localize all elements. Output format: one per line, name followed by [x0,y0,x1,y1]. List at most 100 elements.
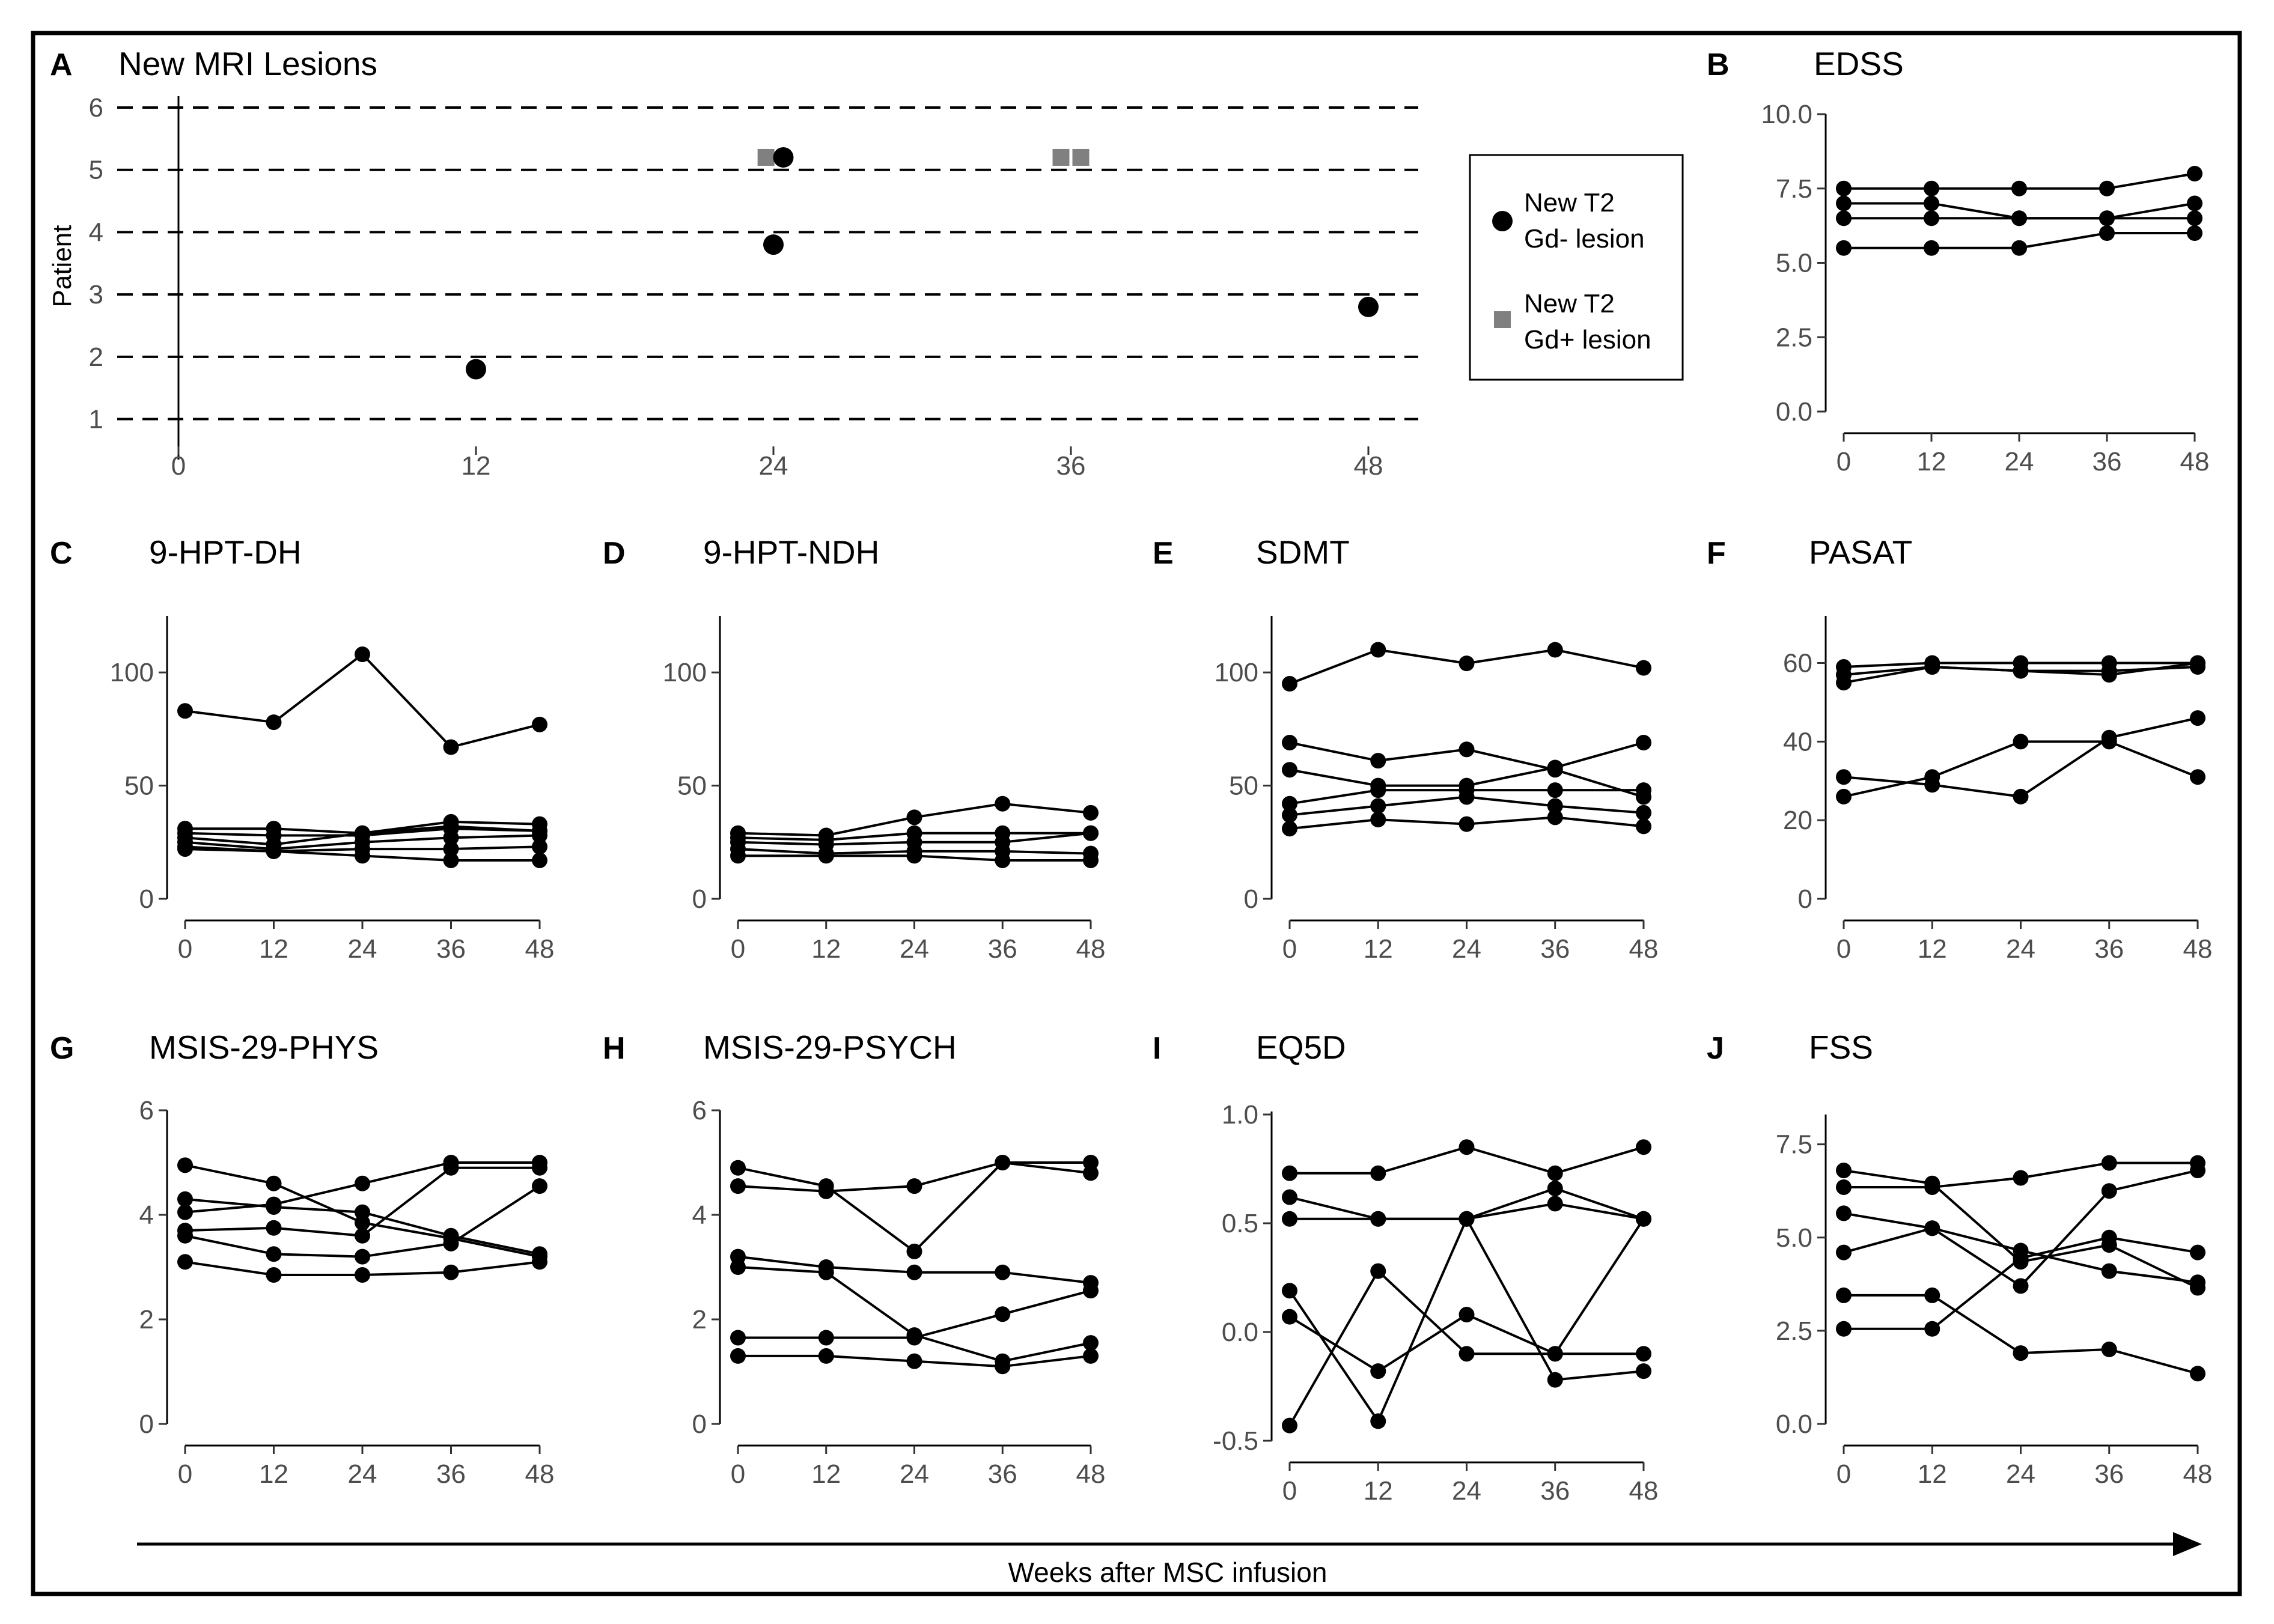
y-tick-label: 2.5 [1776,323,1812,352]
panel-letter-h: H [603,1031,626,1066]
y-axis-label: Patient [47,225,77,308]
data-point [1636,1139,1651,1155]
x-tick-label: 12 [1918,1459,1947,1489]
x-tick-label: 36 [988,934,1017,964]
panel-title-e: SDMT [1256,534,1350,571]
data-point [2190,1163,2205,1179]
data-point [995,795,1011,812]
x-tick-label: 36 [1540,1476,1570,1506]
x-tick-label: 0 [1837,1459,1851,1489]
x-tick-label: 36 [2094,1459,2124,1489]
data-point [2101,1229,2117,1245]
data-point [1083,1283,1099,1299]
y-tick-label: 40 [1783,727,1812,756]
y-tick-label: 3 [89,280,103,309]
data-point [1547,759,1563,776]
data-point [2013,1345,2029,1361]
y-tick-label: 5.0 [1776,249,1812,278]
data-point [1836,210,1852,227]
x-tick-label: 12 [1917,447,1946,476]
x-tick-label: 0 [731,934,745,964]
data-point [818,1183,834,1199]
data-point [995,1155,1011,1170]
y-tick-label: 6 [89,93,103,123]
data-point [266,1220,282,1236]
x-tick-label: 24 [2006,934,2035,964]
data-point [906,1353,922,1369]
data-point [2101,667,2117,683]
legend-gd-plus-label-1: New T2 [1524,289,1615,318]
data-point [532,852,547,868]
data-point [1636,1363,1651,1379]
panel-letter-f: F [1707,536,1726,571]
data-point [1370,1263,1386,1279]
x-tick-label: 0 [1282,934,1297,964]
panel-title-h: MSIS-29-PSYCH [703,1029,957,1066]
x-tick-label: 24 [348,934,377,964]
panel-title-g: MSIS-29-PHYS [149,1029,379,1066]
data-point [1924,1220,1940,1236]
data-point [1282,735,1297,751]
x-tick-label: 48 [525,934,555,964]
x-tick-label: 24 [900,1459,929,1489]
data-point [2013,788,2029,804]
y-tick-label: 7.5 [1776,174,1812,204]
x-tick-label: 0 [171,451,186,481]
data-point [266,1175,282,1191]
x-tick-label: 48 [525,1459,555,1489]
x-tick-label: 12 [259,934,288,964]
data-point [1083,804,1099,821]
y-tick-label: 0 [1798,884,1812,914]
data-point [2101,1341,2117,1357]
y-tick-label: 0.0 [1222,1318,1258,1347]
panel-title-j: FSS [1809,1029,1873,1066]
data-point [1836,195,1852,211]
data-point [1836,1205,1852,1221]
data-point [2101,734,2117,750]
data-point [2013,734,2029,750]
x-tick-label: 24 [2005,447,2034,476]
data-point [1924,659,1940,675]
y-tick-label: 0.0 [1776,1410,1812,1439]
data-point [1083,825,1099,841]
data-point [2011,210,2027,227]
data-point [532,1160,547,1176]
data-point [177,841,193,857]
panel-i: I EQ5D -0.5 0.0 0.5 1.0 0 12 24 36 48 [1153,1029,1658,1506]
data-point [532,839,547,855]
y-tick-label: 1.0 [1222,1100,1258,1130]
data-point [1370,1363,1386,1379]
data-point [1924,180,1939,196]
data-point [995,1306,1011,1322]
data-point [730,848,746,864]
y-tick-label: 100 [1215,658,1258,687]
x-tick-label: 0 [1282,1476,1297,1506]
panel-title-c: 9-HPT-DH [149,534,302,571]
data-point [2190,710,2205,726]
data-point [1083,852,1099,868]
data-point [818,1264,834,1280]
data-point [995,852,1011,868]
panel-letter-g: G [50,1031,74,1066]
data-point [1370,642,1386,658]
data-point [1836,1179,1852,1195]
data-point [355,1267,370,1283]
legend-gd-plus-label-2: Gd+ lesion [1524,325,1651,354]
gd-minus-lesion-point [466,359,486,380]
panel-title-f: PASAT [1809,534,1912,571]
data-point [1370,753,1386,769]
panel-title-d: 9-HPT-NDH [703,534,879,571]
legend-gd-minus-marker [1492,211,1513,231]
data-point [1282,1189,1297,1205]
x-tick-label: 48 [2183,934,2213,964]
x-tick-label: 36 [1056,451,1086,481]
data-point [1636,804,1651,821]
data-point [1924,195,1939,211]
data-point [443,818,459,835]
panel-c: C 9-HPT-DH 0 50 100 0 12 24 36 48 [50,534,554,964]
data-point [2190,1274,2205,1291]
x-tick-label: 24 [900,934,929,964]
